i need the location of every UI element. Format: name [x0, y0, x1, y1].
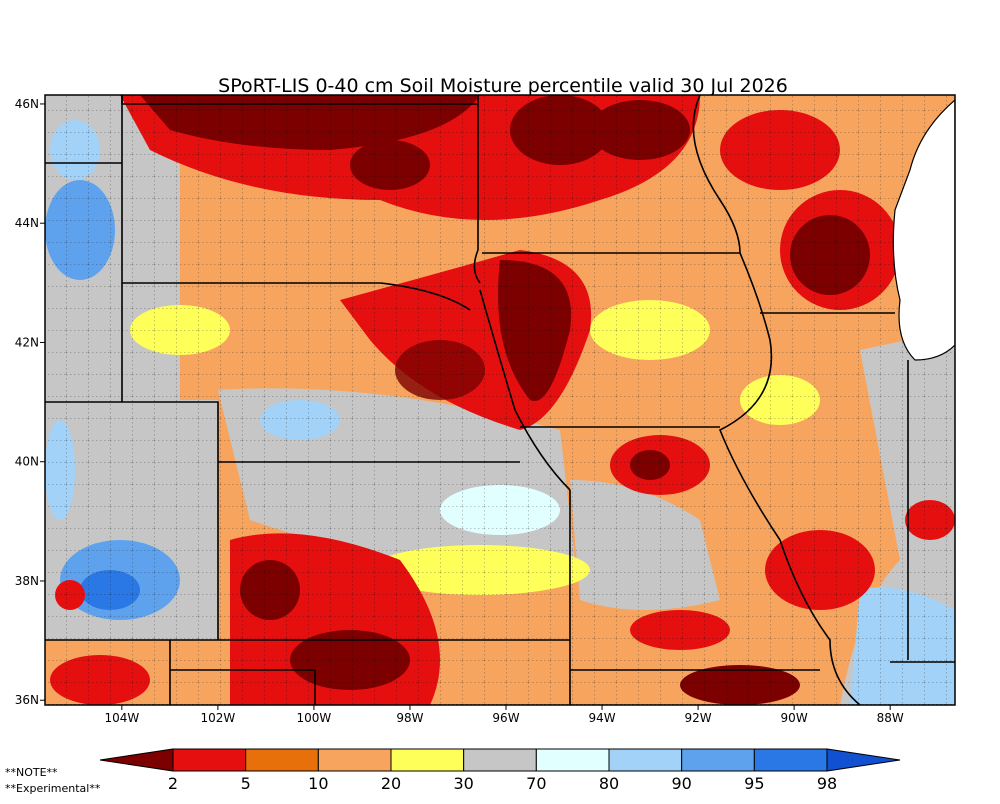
y-tick-label: 46N: [15, 97, 39, 111]
x-tick-label: 98W: [396, 711, 423, 725]
y-tick-label: 38N: [15, 574, 39, 588]
y-tick-label: 40N: [15, 455, 39, 469]
colorbar-label: 95: [744, 774, 764, 793]
colorbar-box: [463, 748, 537, 772]
map-title: SPoRT-LIS 0-40 cm Soil Moisture percenti…: [218, 75, 788, 97]
colorbar-label: 80: [599, 774, 619, 793]
x-tick-label: 90W: [781, 711, 808, 725]
x-tick-label: 102W: [200, 711, 235, 725]
colorbar-box: [681, 748, 755, 772]
x-tick-label: 96W: [492, 711, 519, 725]
note: **Experimental**: [5, 782, 101, 795]
map-frame: [44, 94, 956, 706]
colorbar-label: 5: [241, 774, 251, 793]
x-tick-label: 94W: [588, 711, 615, 725]
colorbar-label: 10: [308, 774, 328, 793]
note: **NOTE**: [5, 766, 58, 779]
y-tick-label: 36N: [15, 693, 39, 707]
y-tick-label: 44N: [15, 216, 39, 230]
y-tick-label: 42N: [15, 335, 39, 349]
colorbar-label: 2: [168, 774, 178, 793]
colorbar-label: 98: [817, 774, 837, 793]
colorbar-label: 90: [671, 774, 691, 793]
moisture-field: [45, 95, 955, 705]
x-tick-label: 100W: [297, 711, 332, 725]
x-tick-label: 104W: [104, 711, 139, 725]
colorbar-box: [753, 748, 828, 772]
colorbar-box: [317, 748, 392, 772]
colorbar-box: [608, 748, 683, 772]
colorbar-label: 20: [381, 774, 401, 793]
x-tick-label: 88W: [877, 711, 904, 725]
colorbar-high: [826, 748, 901, 772]
colorbar-box: [390, 748, 465, 772]
colorbar-label: 70: [526, 774, 546, 793]
colorbar-low: [99, 748, 174, 772]
state-borders: [45, 95, 955, 705]
x-tick-label: 92W: [685, 711, 712, 725]
colorbar-box: [245, 748, 319, 772]
colorbar-box: [172, 748, 247, 772]
colorbar-box: [535, 748, 610, 772]
colorbar-label: 30: [453, 774, 473, 793]
